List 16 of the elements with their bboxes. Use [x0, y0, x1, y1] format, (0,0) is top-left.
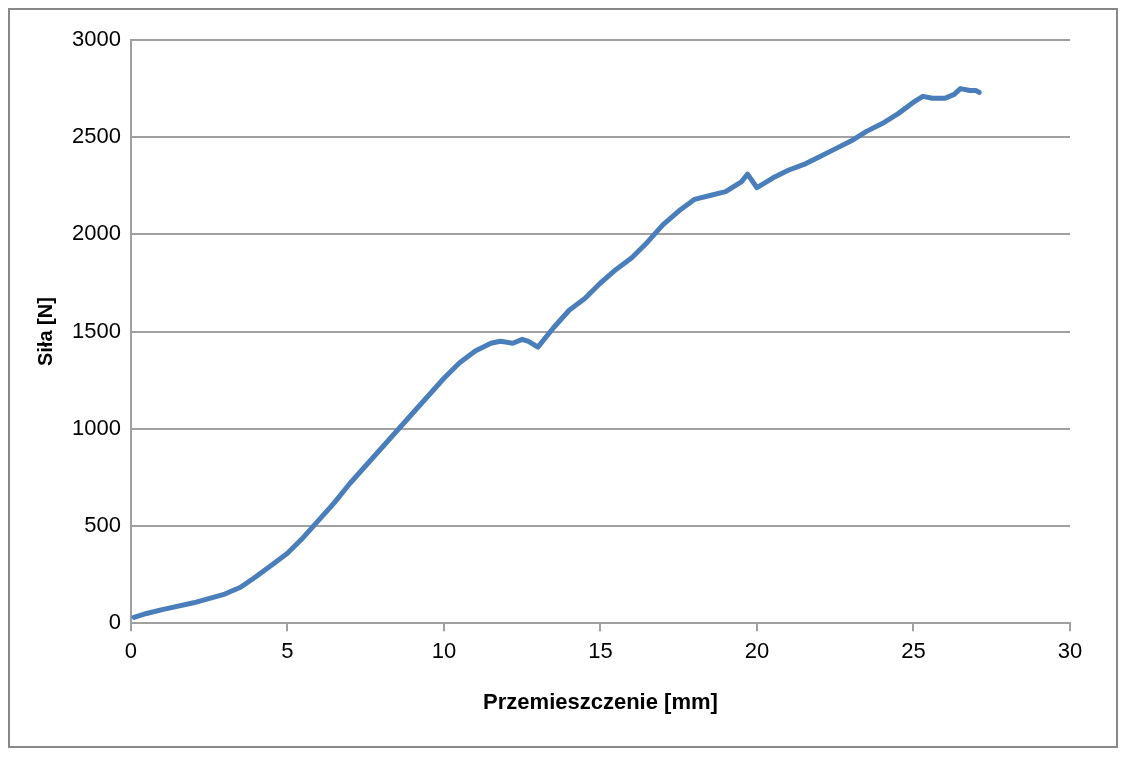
x-tick-label: 20 [744, 638, 770, 664]
x-tick-label: 25 [901, 638, 926, 664]
y-tick-label: 1000 [71, 414, 121, 440]
y-tick-label: 3000 [71, 26, 121, 52]
y-tick-label: 1500 [71, 317, 121, 343]
y-axis-title: Siła [N] [33, 297, 56, 367]
y-tick-label: 500 [84, 512, 121, 538]
y-tick-label: 2000 [71, 220, 121, 246]
x-axis-title: Przemieszczenie [mm] [483, 688, 718, 714]
x-tick-label: 15 [588, 638, 613, 664]
x-tick-label: 0 [124, 638, 138, 664]
y-tick-label: 0 [108, 609, 121, 635]
x-tick-label: 10 [431, 638, 457, 664]
x-tick-label: 5 [281, 638, 294, 664]
x-tick-label: 30 [1057, 638, 1083, 664]
y-tick-label: 2500 [71, 123, 121, 149]
